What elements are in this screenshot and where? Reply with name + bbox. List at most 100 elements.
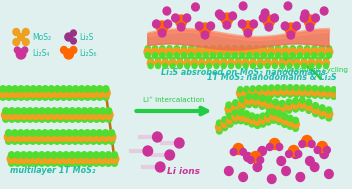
Circle shape xyxy=(1,111,10,119)
Circle shape xyxy=(192,57,197,63)
Circle shape xyxy=(12,86,18,92)
Circle shape xyxy=(317,142,327,153)
Circle shape xyxy=(319,108,326,116)
Circle shape xyxy=(53,132,61,142)
Circle shape xyxy=(233,110,239,116)
Circle shape xyxy=(70,46,77,53)
Circle shape xyxy=(160,53,165,58)
Circle shape xyxy=(78,86,85,92)
Circle shape xyxy=(232,103,239,111)
Circle shape xyxy=(222,125,228,131)
Circle shape xyxy=(203,46,208,51)
Circle shape xyxy=(281,22,289,30)
Circle shape xyxy=(268,46,274,51)
Circle shape xyxy=(242,60,249,67)
Circle shape xyxy=(254,46,259,51)
Circle shape xyxy=(175,138,184,148)
Circle shape xyxy=(106,116,112,122)
Circle shape xyxy=(214,57,219,63)
Circle shape xyxy=(285,150,292,157)
Circle shape xyxy=(96,138,102,144)
Circle shape xyxy=(250,86,256,91)
Circle shape xyxy=(111,160,118,166)
Circle shape xyxy=(8,160,14,166)
Circle shape xyxy=(67,94,73,100)
Circle shape xyxy=(103,86,109,92)
Circle shape xyxy=(225,53,230,58)
Circle shape xyxy=(295,57,299,63)
Circle shape xyxy=(48,86,55,92)
Circle shape xyxy=(292,120,300,128)
Circle shape xyxy=(80,154,88,163)
Circle shape xyxy=(17,132,25,142)
Circle shape xyxy=(200,64,204,68)
Circle shape xyxy=(232,113,239,121)
Circle shape xyxy=(272,102,279,110)
Circle shape xyxy=(152,20,160,28)
Circle shape xyxy=(300,105,305,111)
Circle shape xyxy=(244,93,249,99)
Circle shape xyxy=(152,132,162,142)
Circle shape xyxy=(326,46,332,51)
Circle shape xyxy=(78,94,85,100)
Circle shape xyxy=(88,108,94,114)
Circle shape xyxy=(27,152,33,158)
Circle shape xyxy=(288,92,293,97)
Circle shape xyxy=(31,154,40,163)
Circle shape xyxy=(18,94,24,100)
Circle shape xyxy=(325,110,333,118)
Circle shape xyxy=(330,89,338,97)
Circle shape xyxy=(145,53,151,58)
Circle shape xyxy=(185,64,190,68)
Circle shape xyxy=(48,130,54,136)
Circle shape xyxy=(282,48,289,56)
Circle shape xyxy=(279,108,285,115)
Circle shape xyxy=(286,60,293,67)
Circle shape xyxy=(309,57,314,63)
Circle shape xyxy=(265,119,271,125)
Circle shape xyxy=(39,116,45,122)
Circle shape xyxy=(3,108,9,114)
Circle shape xyxy=(184,60,190,67)
Circle shape xyxy=(72,130,78,136)
Circle shape xyxy=(42,138,48,144)
Circle shape xyxy=(8,152,14,158)
Circle shape xyxy=(304,15,316,27)
Circle shape xyxy=(276,143,283,150)
Circle shape xyxy=(265,64,270,68)
Circle shape xyxy=(173,48,181,56)
Circle shape xyxy=(293,87,300,95)
Circle shape xyxy=(300,85,305,91)
Circle shape xyxy=(100,116,106,122)
Circle shape xyxy=(163,7,171,15)
Circle shape xyxy=(23,29,29,36)
Circle shape xyxy=(281,85,287,90)
Circle shape xyxy=(299,87,306,95)
Circle shape xyxy=(39,108,45,114)
Circle shape xyxy=(160,46,165,51)
Circle shape xyxy=(24,86,30,92)
Circle shape xyxy=(29,88,38,98)
Circle shape xyxy=(87,152,93,158)
Circle shape xyxy=(279,101,285,106)
Circle shape xyxy=(202,48,209,56)
Circle shape xyxy=(262,88,269,95)
Circle shape xyxy=(320,7,328,15)
Circle shape xyxy=(192,64,197,68)
Circle shape xyxy=(227,113,233,119)
Circle shape xyxy=(97,86,103,92)
Circle shape xyxy=(312,14,319,22)
Circle shape xyxy=(74,111,83,119)
Polygon shape xyxy=(106,88,109,119)
Circle shape xyxy=(61,94,67,100)
Circle shape xyxy=(294,60,300,67)
Circle shape xyxy=(84,130,90,136)
Circle shape xyxy=(265,111,271,117)
Circle shape xyxy=(84,138,90,144)
Circle shape xyxy=(270,112,278,120)
Circle shape xyxy=(56,154,64,163)
Circle shape xyxy=(69,108,75,114)
Circle shape xyxy=(23,88,31,98)
Circle shape xyxy=(243,114,250,122)
Circle shape xyxy=(155,60,161,67)
